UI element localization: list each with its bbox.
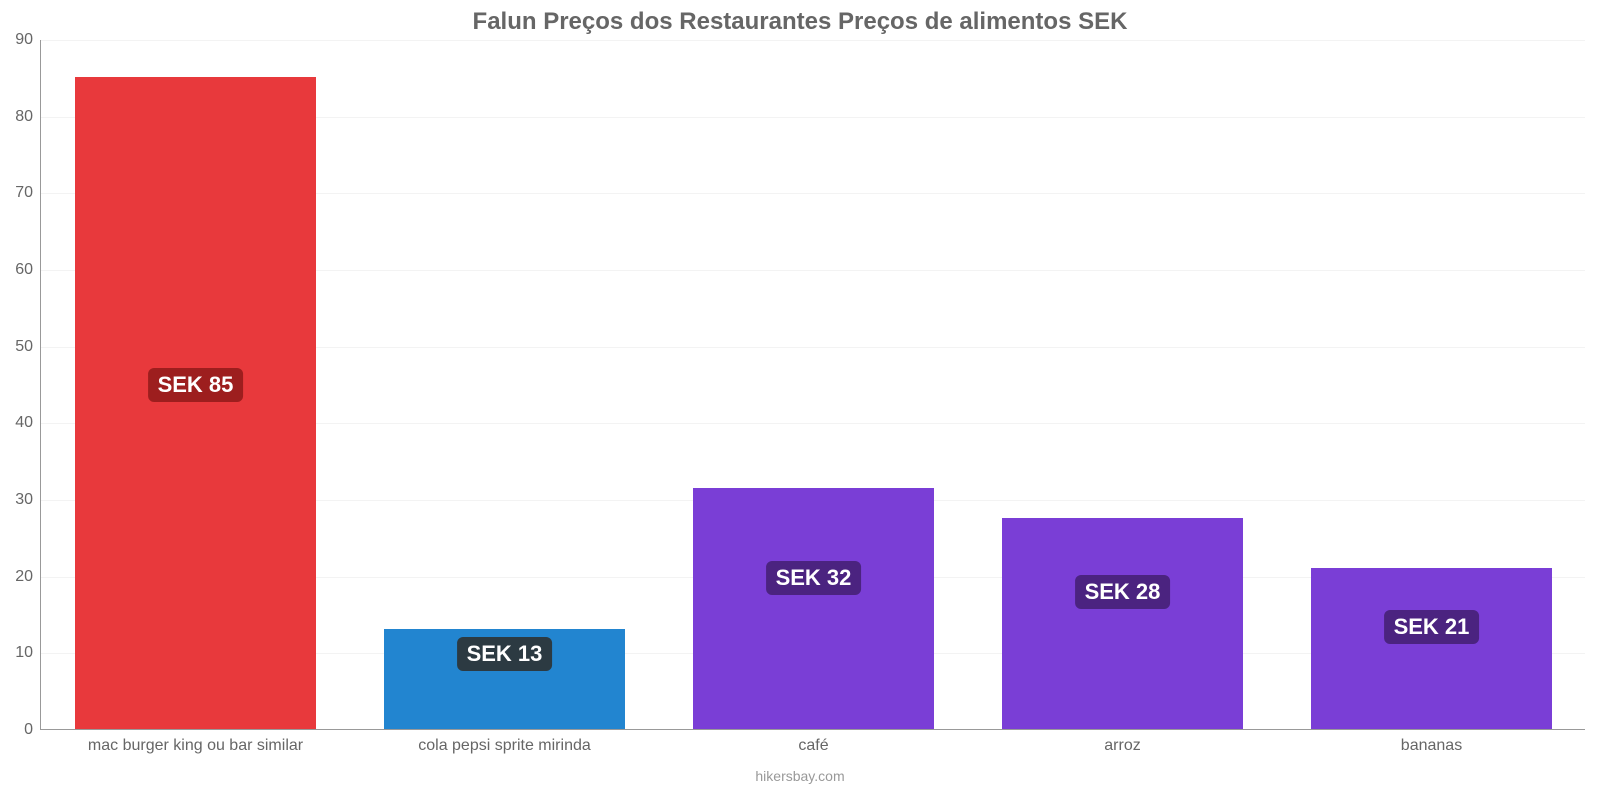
y-axis-tick-label: 20 xyxy=(15,568,41,586)
chart-title: Falun Preços dos Restaurantes Preços de … xyxy=(0,8,1600,36)
x-axis-tick-label: mac burger king ou bar similar xyxy=(88,729,303,755)
y-axis-tick-label: 10 xyxy=(15,644,41,662)
y-axis-tick-label: 80 xyxy=(15,108,41,126)
y-axis-tick-label: 50 xyxy=(15,338,41,356)
gridline xyxy=(41,40,1585,41)
bar-value-label: SEK 28 xyxy=(1075,575,1171,609)
bar xyxy=(1311,568,1552,729)
bar-value-label: SEK 85 xyxy=(148,368,244,402)
bar-value-label: SEK 32 xyxy=(766,561,862,595)
x-axis-tick-label: bananas xyxy=(1401,729,1462,755)
bar xyxy=(1002,518,1243,729)
bar-value-label: SEK 21 xyxy=(1384,610,1480,644)
bar xyxy=(75,77,316,729)
y-axis-tick-label: 0 xyxy=(24,721,41,739)
plot-area: 0102030405060708090mac burger king ou ba… xyxy=(40,40,1585,730)
x-axis-tick-label: cola pepsi sprite mirinda xyxy=(418,729,591,755)
bar-value-label: SEK 13 xyxy=(457,637,553,671)
attribution-text: hikersbay.com xyxy=(0,768,1600,784)
y-axis-tick-label: 40 xyxy=(15,414,41,432)
price-bar-chart: Falun Preços dos Restaurantes Preços de … xyxy=(0,0,1600,800)
x-axis-tick-label: café xyxy=(798,729,828,755)
x-axis-tick-label: arroz xyxy=(1104,729,1140,755)
y-axis-tick-label: 90 xyxy=(15,31,41,49)
y-axis-tick-label: 30 xyxy=(15,491,41,509)
y-axis-tick-label: 70 xyxy=(15,184,41,202)
y-axis-tick-label: 60 xyxy=(15,261,41,279)
bar xyxy=(693,488,934,730)
